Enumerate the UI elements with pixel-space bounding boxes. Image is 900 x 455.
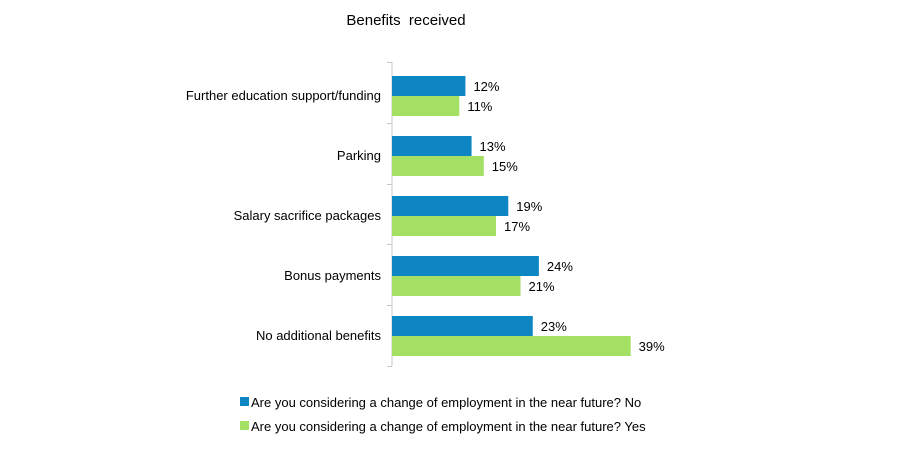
legend-swatch [240,397,249,406]
bar-series-2 [392,156,484,176]
plot-area: Further education support/funding 12% 11% P… [186,62,665,367]
category-label: Bonus payments [284,268,381,283]
bar-series-1 [392,256,539,276]
data-label: 17% [504,219,530,234]
bar-series-2 [392,96,460,116]
category-label: Salary sacrifice packages [234,208,382,223]
legend: Are you considering a change of employme… [240,395,646,434]
data-label: 15% [492,159,518,174]
legend-swatch [240,421,249,430]
bar-series-2 [392,336,631,356]
data-label: 39% [639,339,665,354]
data-label: 13% [480,139,506,154]
data-label: 11% [467,99,492,114]
bar-series-1 [392,196,509,216]
data-label: 23% [541,319,567,334]
data-label: 19% [516,199,542,214]
chart-title: Benefits received [346,12,465,29]
bar-series-2 [392,276,521,296]
category-label: Parking [337,148,381,163]
data-label: 24% [547,259,573,274]
bar-series-1 [392,316,533,336]
category-label: Further education support/funding [186,88,381,103]
bar-series-2 [392,216,497,236]
data-label: 21% [529,279,555,294]
category-label: No additional benefits [256,328,382,343]
legend-label: Are you considering a change of employme… [251,395,641,410]
bar-series-1 [392,136,472,156]
bar-series-1 [392,76,466,96]
data-label: 12% [473,79,499,94]
legend-label: Are you considering a change of employme… [251,419,646,434]
